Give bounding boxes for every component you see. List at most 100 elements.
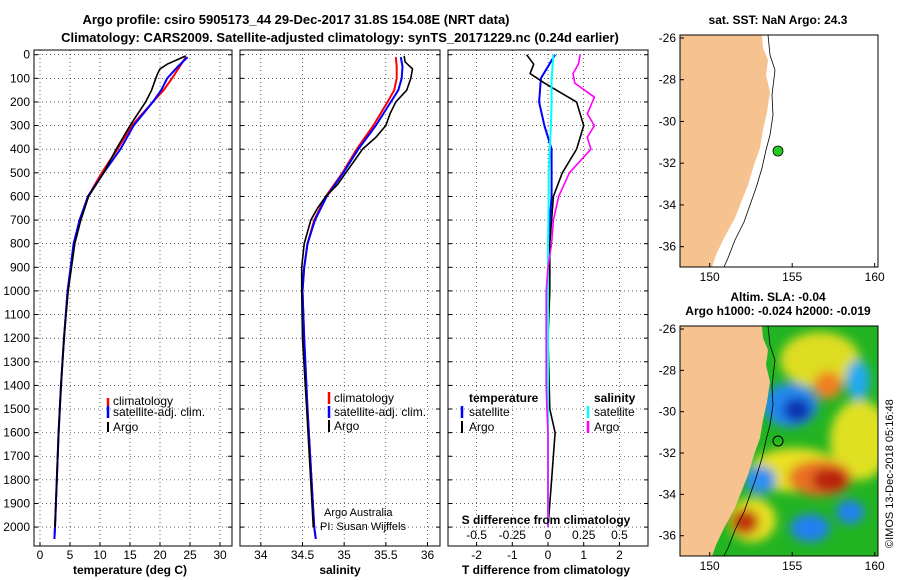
y-tick-label: 1600 [3, 426, 30, 440]
y-tick-label: 700 [10, 213, 30, 227]
map-y-tick-label: -34 [659, 198, 677, 212]
difference-legend: temperature satellite Argo salinity sate… [460, 391, 636, 434]
series-satellite-adj-clim- [53, 56, 189, 539]
x-tick-label: 36 [421, 548, 435, 562]
map-x-tick-label: 160 [865, 559, 885, 573]
series-satellite-adj-clim- [301, 56, 404, 540]
series-salinity-argo [545, 54, 596, 528]
legend-t-argo: Argo [469, 420, 495, 434]
map-y-tick-label: -30 [659, 405, 677, 419]
y-tick-label: 600 [10, 189, 30, 203]
y-tick-label: 1700 [3, 449, 30, 463]
sal-legend-argo: Argo [334, 419, 360, 433]
y-tick-label: 1200 [3, 331, 30, 345]
legend-s-satellite: satellite [594, 405, 635, 419]
map-y-tick-label: -28 [659, 363, 677, 377]
temperature-xlabel: temperature (deg C) [73, 563, 187, 577]
x-tick-label: 35.5 [374, 548, 398, 562]
y-tick-label: 1500 [3, 402, 30, 416]
s-diff-tick-label: 0.5 [611, 528, 628, 542]
temperature-panel: 0 5 10 15 20 25 30 0 100 200 300 400 500 600 700 800 90… [3, 48, 233, 577]
salinity-panel: 34 34.5 35 35.5 36 salinity climatology sate… [239, 49, 441, 577]
map-x-tick-label: 150 [700, 270, 720, 284]
y-tick-label: 300 [10, 119, 30, 133]
x-tick-label: 35 [337, 548, 351, 562]
y-tick-label: 1000 [3, 284, 30, 298]
map-y-tick-label: -36 [659, 529, 677, 543]
x-tick-label: 34.5 [291, 548, 315, 562]
x-tick-label: 1 [580, 548, 587, 562]
x-tick-label: 15 [123, 548, 137, 562]
figure-title-line1: Argo profile: csiro 5905173_44 29-Dec-20… [82, 12, 509, 27]
y-tick-label: 400 [10, 142, 30, 156]
y-tick-label: 1400 [3, 378, 30, 392]
map-y-tick-label: -32 [659, 446, 677, 460]
legend-temperature-title: temperature [469, 391, 539, 405]
series-temperature-argo [525, 54, 585, 528]
legend-t-satellite: satellite [469, 405, 510, 419]
s-diff-tick-label: -0.25 [499, 528, 527, 542]
s-diff-tick-label: 0.25 [572, 528, 596, 542]
australia-landmass [680, 35, 770, 267]
map-y-tick-label: -30 [659, 114, 677, 128]
sla-map-title1: Altim. SLA: -0.04 [730, 290, 826, 304]
y-tick-label: 1100 [4, 308, 30, 322]
legend-argo: Argo [113, 420, 139, 434]
legend-s-argo: Argo [594, 420, 620, 434]
y-tick-label: 200 [10, 95, 30, 109]
salinity-legend: climatology satellite-adj. clim. Argo [327, 391, 426, 433]
sst-map-frame [679, 34, 879, 268]
y-tick-label: 900 [10, 260, 30, 274]
map-y-tick-label: -34 [659, 487, 677, 501]
x-tick-label: 20 [153, 548, 167, 562]
x-tick-label: 30 [213, 548, 227, 562]
y-tick-label: 800 [10, 237, 30, 251]
series-salinity-satellite [547, 54, 555, 528]
t-difference-xlabel: T difference from climatology [462, 563, 630, 577]
s-difference-xlabel: S difference from climatology [462, 513, 631, 527]
pi-label: PI: Susan Wijffels [320, 521, 406, 533]
temperature-legend: climatology satellite-adj. clim. Argo [106, 394, 205, 434]
figure-title-line2: Climatology: CARS2009. Satellite-adjuste… [61, 30, 619, 45]
salinity-xlabel: salinity [319, 563, 361, 577]
x-tick-label: -2 [471, 548, 482, 562]
s-diff-tick-label: 0 [545, 528, 552, 542]
legend-satellite: satellite-adj. clim. [113, 405, 205, 419]
x-tick-label: 0 [37, 548, 44, 562]
salinity-plot-frame [239, 49, 441, 547]
imos-watermark: ©IMOS 13-Dec-2018 05:16:48 [884, 399, 896, 548]
map-x-tick-label: 155 [782, 270, 802, 284]
series-argo [54, 55, 187, 528]
float-position-marker [772, 145, 784, 157]
map-x-tick-label: 155 [782, 559, 802, 573]
map-y-tick-label: -26 [659, 322, 677, 336]
series-argo [300, 55, 414, 528]
float-position-marker-bottom [772, 435, 784, 447]
x-tick-label: 5 [67, 548, 74, 562]
sla-map-frame [679, 325, 879, 557]
sla-field [728, 332, 878, 542]
australia-landmass-bottom [680, 326, 770, 556]
y-tick-label: 0 [23, 48, 30, 62]
sst-map: sat. SST: NaN Argo: 24.3 150 155 160 -26 -28… [659, 13, 885, 284]
sst-map-title: sat. SST: NaN Argo: 24.3 [709, 13, 848, 27]
x-tick-label: 10 [93, 548, 107, 562]
series-climatology [53, 56, 187, 539]
x-tick-label: 34 [254, 548, 268, 562]
map-y-tick-label: -32 [659, 156, 677, 170]
y-tick-label: 2000 [3, 520, 30, 534]
y-tick-label: 500 [10, 166, 30, 180]
shelf-contour-bottom [723, 326, 776, 556]
legend-climatology: climatology [113, 394, 173, 408]
x-tick-label: -1 [507, 548, 518, 562]
map-y-tick-label: -36 [659, 240, 677, 254]
sla-map: Altim. SLA: -0.04 Argo h1000: -0.024 h20… [659, 290, 885, 573]
sal-legend-satellite: satellite-adj. clim. [334, 405, 426, 419]
temperature-plot-frame [33, 49, 233, 547]
legend-salinity-title: salinity [594, 391, 636, 405]
map-x-tick-label: 160 [865, 270, 885, 284]
difference-panel: -2 -1 0 1 2 T difference from climatology S … [447, 49, 649, 577]
y-tick-label: 1300 [3, 355, 30, 369]
map-y-tick-label: -28 [659, 73, 677, 87]
